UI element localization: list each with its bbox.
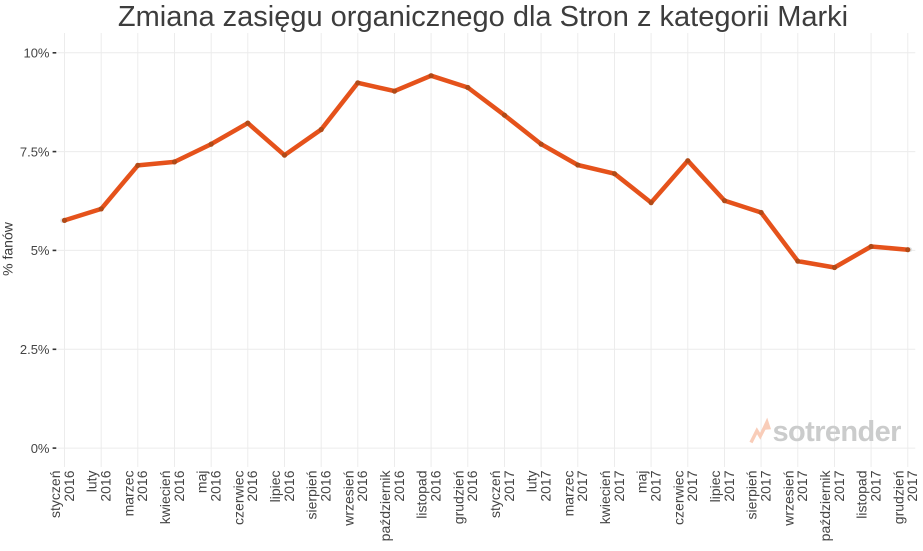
svg-text:lipiec2016: lipiec2016 — [267, 470, 297, 502]
svg-text:% fanów: % fanów — [0, 221, 16, 276]
svg-text:grudzień2017: grudzień2017 — [890, 470, 920, 524]
svg-text:luty2017: luty2017 — [524, 470, 554, 501]
svg-text:październik2017: październik2017 — [817, 470, 847, 542]
svg-text:marzec2016: marzec2016 — [120, 470, 150, 516]
svg-text:listopad2016: listopad2016 — [414, 470, 444, 518]
svg-text:7.5%: 7.5% — [20, 144, 50, 159]
svg-text:5%: 5% — [31, 243, 50, 258]
svg-text:10%: 10% — [23, 46, 49, 61]
svg-text:październik2016: październik2016 — [377, 470, 407, 542]
svg-text:wrzesień2016: wrzesień2016 — [340, 470, 370, 526]
svg-text:styczeń2016: styczeń2016 — [47, 470, 77, 518]
svg-text:maj2017: maj2017 — [634, 470, 664, 501]
svg-text:sierpień2017: sierpień2017 — [744, 470, 774, 519]
svg-text:lipiec2017: lipiec2017 — [707, 470, 737, 502]
svg-text:czerwiec2017: czerwiec2017 — [670, 470, 700, 525]
svg-text:grudzień2016: grudzień2016 — [450, 470, 480, 524]
svg-text:sotrender: sotrender — [773, 416, 902, 448]
svg-text:kwiecień2016: kwiecień2016 — [157, 470, 187, 524]
svg-text:2.5%: 2.5% — [20, 342, 50, 357]
svg-text:styczeń2017: styczeń2017 — [487, 470, 517, 518]
svg-text:kwiecień2017: kwiecień2017 — [597, 470, 627, 524]
svg-text:marzec2017: marzec2017 — [560, 470, 590, 516]
svg-text:0%: 0% — [31, 441, 50, 456]
svg-text:wrzesień2017: wrzesień2017 — [780, 470, 810, 526]
svg-text:maj2016: maj2016 — [194, 470, 224, 501]
svg-text:listopad2017: listopad2017 — [854, 470, 884, 518]
svg-text:sierpień2016: sierpień2016 — [304, 470, 334, 519]
svg-text:luty2016: luty2016 — [84, 470, 114, 501]
svg-text:czerwiec2016: czerwiec2016 — [230, 470, 260, 525]
svg-text:Zmiana zasięgu organicznego dl: Zmiana zasięgu organicznego dla Stron z … — [118, 1, 848, 33]
